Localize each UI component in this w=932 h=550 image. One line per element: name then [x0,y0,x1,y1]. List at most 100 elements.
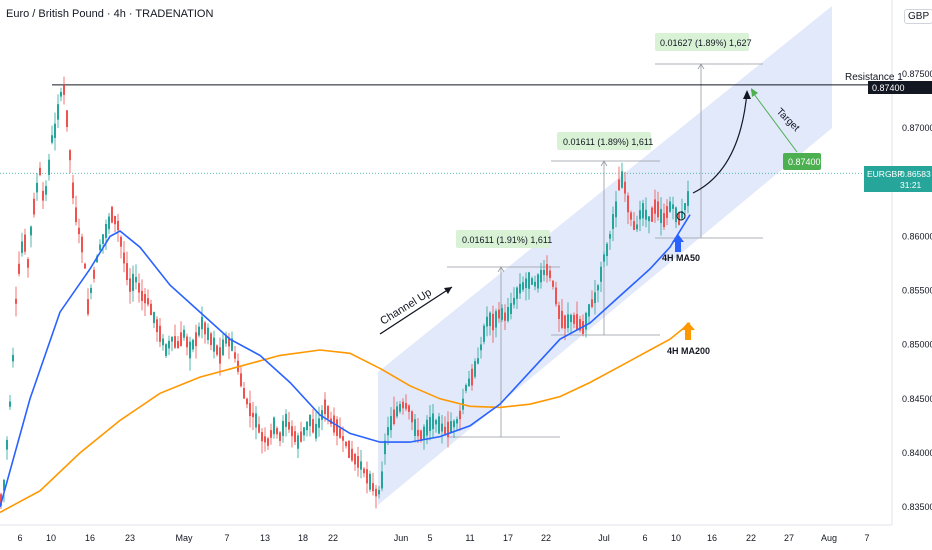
candle-body [258,424,260,433]
candle-body [627,195,629,213]
candle-body [489,312,491,327]
candle-body [210,333,212,346]
projection-arrowhead [743,90,751,99]
x-tick-label: Jul [598,533,610,543]
x-tick-label: 16 [707,533,717,543]
candle-body [309,414,311,427]
x-tick-label: 22 [328,533,338,543]
candle-body [93,269,95,279]
candle-body [585,312,587,330]
candle-body [69,150,71,161]
candle-body [360,461,362,470]
currency-badge[interactable]: GBP [904,9,932,24]
x-tick-label: 10 [671,533,681,543]
candle-body [435,420,437,425]
measure-arrow [697,63,705,70]
resistance-price-tag[interactable] [868,81,932,94]
candle-body [90,287,92,294]
candle-body [645,209,647,220]
x-tick-label: May [175,533,193,543]
candle-body [261,432,263,442]
candle-body [546,264,548,276]
candle-body [510,303,512,314]
candle-body [615,201,617,218]
candle-body [504,312,506,321]
candle-body [402,401,404,409]
candle-body [459,410,461,420]
candle-body [57,104,59,120]
candle-body [60,91,62,97]
candle-body [675,207,677,223]
x-tick-label: 16 [85,533,95,543]
candle-body [120,236,122,247]
candle-body [204,322,206,335]
measure-box-1 [456,230,550,248]
candle-body [183,329,185,338]
candle-body [99,244,101,250]
candle-body [669,201,671,212]
candle-body [282,421,284,436]
y-tick-label: 0.84500 [902,394,932,404]
measure-label-3: 0.01627 (1.89%) 1,627 [660,38,752,48]
candle-body [27,259,29,268]
candle-body [498,309,500,319]
candle-body [342,436,344,441]
candle-body [66,110,68,128]
candle-body [138,283,140,293]
candle-body [561,310,563,328]
candle-body [405,403,407,409]
candle-body [156,319,158,333]
candle-body [84,263,86,269]
candle-body [471,368,473,386]
x-tick-label: 23 [125,533,135,543]
candle-body [39,167,41,176]
candle-body [111,206,113,223]
candle-body [117,220,119,231]
x-tick-label: 11 [465,533,474,543]
candle-body [291,426,293,437]
x-tick-label: 6 [642,533,647,543]
candle-body [63,85,65,95]
candle-body [270,430,272,438]
candle-body [192,339,194,350]
candle-body [417,429,419,437]
candle-body [153,312,155,324]
measure-box-2 [557,132,651,150]
candle-body [231,338,233,351]
candle-body [72,182,74,199]
candle-body [390,416,392,431]
candle-body [51,135,53,143]
candle-body [42,190,44,201]
candle-body [516,287,518,299]
candle-body [354,453,356,465]
candle-body [519,283,521,294]
channel-arrow-line [379,286,453,335]
candles [0,76,689,509]
candle-body [606,243,608,257]
candle-body [474,361,476,377]
candle-body [180,332,182,347]
candle-body [300,431,302,442]
candle-body [588,304,590,317]
current-price-tag[interactable] [864,166,932,192]
candle-body [288,422,290,430]
candle-body [579,319,581,331]
candle-body [255,413,257,428]
candle-body [297,435,299,449]
measure-arrow [600,160,608,167]
candle-body [363,468,365,474]
moving-averages [0,214,691,514]
candle-body [168,340,170,349]
candle-body [399,403,401,412]
candle-body [129,278,131,292]
channel-up-label: Channel Up [378,287,434,328]
candle-body [171,336,173,342]
candle-body [366,469,368,484]
y-tick-label: 0.85500 [902,286,932,296]
candle-body [321,410,323,420]
candle-body [243,388,245,399]
candle-body [132,273,134,291]
candle-body [318,418,320,428]
candle-body [612,214,614,229]
